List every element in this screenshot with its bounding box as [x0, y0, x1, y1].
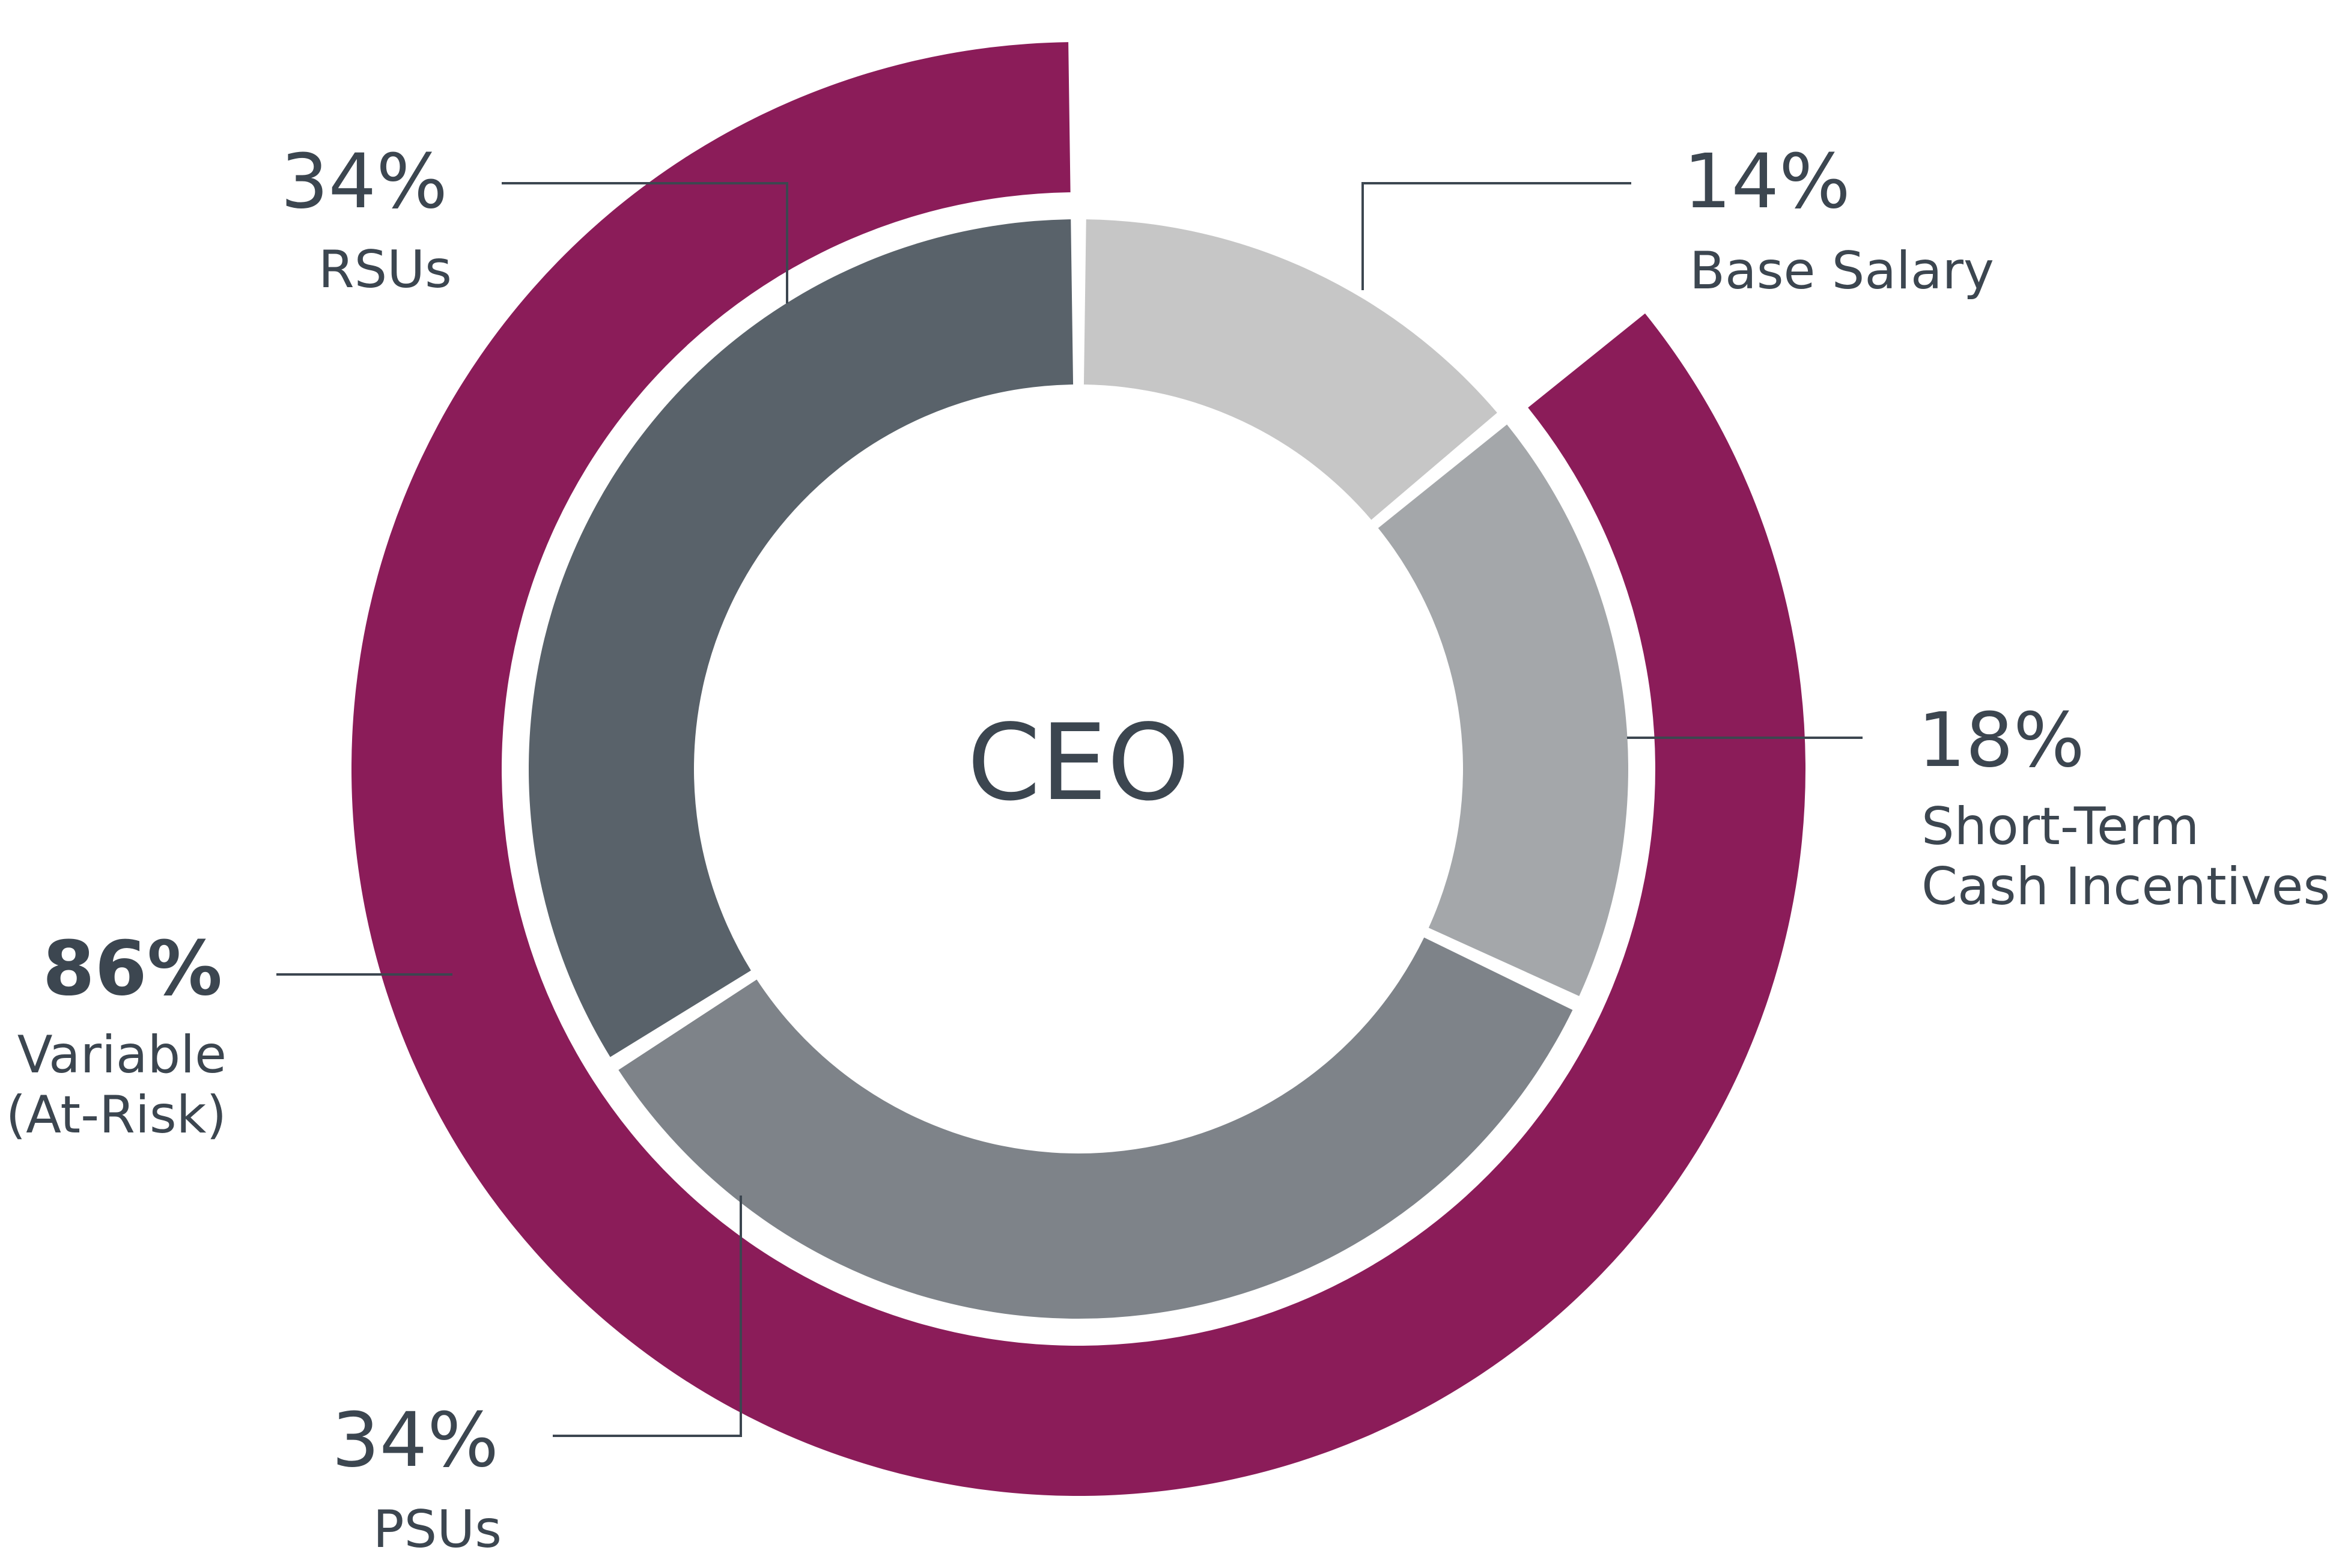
base-salary-percent: 14%	[1684, 138, 1851, 225]
base-salary-label: Base Salary	[1690, 241, 1994, 301]
slice-base-salary	[1083, 219, 1497, 520]
short-term-cash-percent: 18%	[1918, 697, 2085, 784]
center-label: CEO	[967, 702, 1190, 824]
variable-percent: 86%	[43, 925, 222, 1012]
slice-psus	[618, 937, 1573, 1319]
leader-rsus	[502, 182, 788, 303]
slice-short-term-cash-incentives	[1378, 424, 1628, 996]
variable-label-line1: Variable	[17, 1025, 227, 1085]
short-term-cash-label-line1: Short-Term	[1921, 797, 2199, 857]
rsus-label: RSUs	[318, 240, 452, 300]
psus-percent: 34%	[332, 1397, 499, 1484]
rsus-percent: 34%	[281, 138, 448, 225]
chart-rings	[351, 42, 1806, 1497]
leader-psus	[553, 1196, 742, 1437]
leader-base-salary	[1361, 182, 1631, 290]
variable-label-line2: (At-Risk)	[6, 1085, 227, 1145]
slice-rsus	[529, 219, 1074, 1057]
psus-label: PSUs	[373, 1500, 502, 1560]
short-term-cash-label-line2: Cash Incentives	[1921, 857, 2330, 917]
leader-lines	[276, 182, 1863, 1437]
